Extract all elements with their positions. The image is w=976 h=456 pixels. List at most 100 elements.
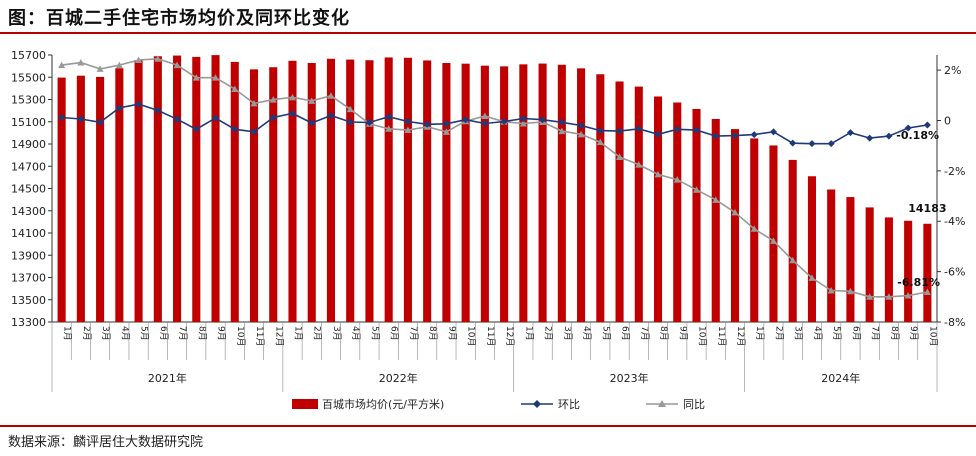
right-tick-label: -6% <box>944 266 965 279</box>
price-bar <box>884 217 893 322</box>
mom-point <box>846 129 854 137</box>
month-label: 3月 <box>331 326 342 341</box>
last-yoy-label: -6.81% <box>897 276 940 289</box>
price-bar <box>538 63 547 322</box>
month-label: 2月 <box>773 326 784 341</box>
month-label: 12月 <box>504 326 515 346</box>
yoy-point <box>769 237 777 244</box>
yoy-point <box>385 125 393 132</box>
last-mom-label: -0.18% <box>896 129 939 142</box>
mom-point <box>539 116 547 124</box>
left-tick-label: 15300 <box>11 94 46 107</box>
month-label: 2月 <box>543 326 554 341</box>
mom-point <box>288 109 296 117</box>
mom-point <box>827 140 835 148</box>
month-label: 7月 <box>870 326 881 341</box>
month-label: 8月 <box>196 326 207 341</box>
month-label: 2月 <box>81 326 92 341</box>
right-tick-label: 0 <box>944 114 951 127</box>
mom-point <box>308 119 316 127</box>
month-label: 8月 <box>889 326 900 341</box>
month-label: 5月 <box>139 326 150 341</box>
mom-point <box>231 125 239 133</box>
yoy-point <box>192 74 200 81</box>
legend-mom-marker <box>533 400 541 408</box>
yoy-point <box>577 130 585 138</box>
price-bar <box>288 60 297 322</box>
right-tick-label: 2% <box>944 64 961 77</box>
chart-canvas: 13300 13500 13700 13900 14100 14300 14500 14700… <box>11 49 965 411</box>
mom-point <box>173 115 181 123</box>
price-bar <box>96 76 105 322</box>
mom-point <box>712 132 720 140</box>
month-label: 5月 <box>831 326 842 341</box>
mom-point <box>923 121 931 129</box>
month-label: 1月 <box>292 326 303 341</box>
month-label: 3月 <box>793 326 804 341</box>
price-bar <box>711 118 720 322</box>
mom-point <box>789 139 797 147</box>
yoy-point <box>558 127 566 135</box>
year-label: 2021年 <box>148 371 187 385</box>
price-bar <box>634 86 643 322</box>
price-bar <box>365 60 374 322</box>
mom-point <box>731 132 739 140</box>
month-label: 5月 <box>600 326 611 341</box>
mom-point <box>327 111 335 119</box>
price-bar <box>192 56 201 323</box>
year-label: 2024年 <box>821 371 860 385</box>
price-bar <box>500 66 509 322</box>
price-bar <box>115 68 124 323</box>
mom-point <box>404 117 412 125</box>
yoy-point <box>904 292 912 299</box>
left-tick-label: 14700 <box>11 160 46 173</box>
yoy-point <box>808 274 816 281</box>
price-bar <box>76 75 85 322</box>
month-label: 2月 <box>312 326 323 341</box>
legend-yoy-marker <box>658 400 666 407</box>
yoy-point <box>308 97 316 104</box>
yoy-point <box>77 59 85 66</box>
price-bar <box>673 102 682 322</box>
yoy-point <box>750 225 758 232</box>
yoy-point <box>846 287 854 295</box>
month-label: 11月 <box>485 326 496 346</box>
mom-point <box>250 128 258 136</box>
mom-point <box>212 114 220 122</box>
price-bar <box>346 59 355 322</box>
month-label: 10月 <box>927 326 938 346</box>
legend-mom-label: 环比 <box>558 398 580 411</box>
yoy-point <box>673 176 681 183</box>
mom-point <box>808 140 816 148</box>
mom-point <box>346 118 354 126</box>
yoy-point <box>442 128 450 135</box>
mom-point <box>462 116 470 124</box>
title-rule <box>0 32 976 34</box>
legend-bar-label: 百城市场均价(元/平方米) <box>322 397 444 411</box>
yoy-point <box>596 138 604 146</box>
mom-point <box>115 104 123 112</box>
yoy-point <box>654 170 662 178</box>
yoy-point <box>693 186 701 193</box>
price-bar <box>653 96 663 322</box>
mom-point <box>673 125 681 133</box>
price-bar <box>480 65 489 323</box>
month-label: 10月 <box>235 326 246 346</box>
yoy-point <box>866 293 874 300</box>
left-tick-label: 14900 <box>11 138 46 151</box>
price-bar <box>519 64 528 322</box>
price-bar <box>249 69 259 322</box>
left-tick-label: 15500 <box>11 71 46 84</box>
yoy-point <box>173 61 181 69</box>
yoy-point <box>885 293 893 300</box>
yoy-point <box>923 288 931 296</box>
left-tick-label: 13900 <box>11 249 46 262</box>
month-label: 4月 <box>812 326 823 341</box>
yoy-point <box>712 196 720 203</box>
price-bar <box>557 64 566 322</box>
mom-point <box>365 119 373 127</box>
right-tick-label: -2% <box>944 165 965 178</box>
mom-point <box>769 128 777 136</box>
mom-line <box>61 103 928 145</box>
month-label: 3月 <box>100 326 111 341</box>
